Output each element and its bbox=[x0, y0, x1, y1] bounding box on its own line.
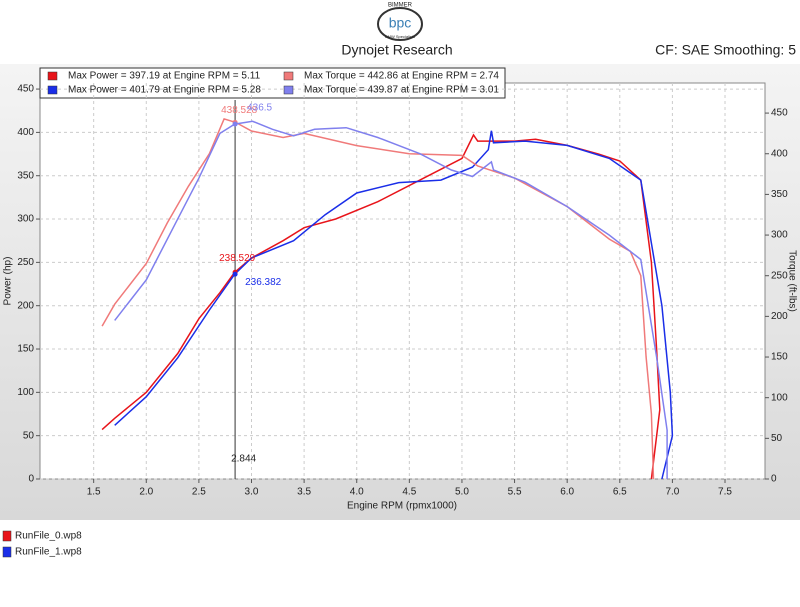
run-swatch bbox=[2, 530, 12, 542]
y-tick-label: 0 bbox=[28, 474, 34, 485]
x-tick-label: 7.0 bbox=[665, 487, 679, 498]
legend-swatch bbox=[47, 71, 58, 81]
annotation-label: 236.382 bbox=[245, 277, 282, 288]
y2-tick-label: 50 bbox=[771, 433, 783, 444]
y-tick-label: 450 bbox=[17, 84, 34, 95]
annotation-label: 436.5 bbox=[247, 103, 272, 114]
legend bbox=[39, 67, 506, 99]
legend-label: Max Power = 397.19 at Engine RPM = 5.11 bbox=[68, 71, 261, 82]
annotation-point bbox=[232, 271, 238, 277]
y2-tick-label: 350 bbox=[771, 189, 788, 200]
y-tick-label: 350 bbox=[17, 170, 34, 181]
chart-title: Dynojet Research bbox=[341, 42, 452, 58]
settings: CF: SAE Smoothing: 5 bbox=[655, 42, 796, 58]
x-tick-label: 5.5 bbox=[508, 487, 522, 498]
y2-axis-label: Torque (ft-lbs) bbox=[786, 250, 797, 312]
x-axis-label: Engine RPM (rpmx1000) bbox=[347, 501, 457, 512]
x-tick-label: 1.5 bbox=[87, 487, 101, 498]
x-tick-label: 6.0 bbox=[560, 487, 574, 498]
y-tick-label: 300 bbox=[17, 214, 34, 225]
y-axis-label: Power (hp) bbox=[3, 257, 14, 306]
logo-tagline: BMW Specialists bbox=[385, 34, 415, 39]
y2-tick-label: 450 bbox=[771, 108, 788, 119]
legend-label: Max Torque = 439.87 at Engine RPM = 3.01 bbox=[304, 85, 499, 96]
run-label: RunFile_0.wp8 bbox=[15, 531, 82, 542]
legend-label: Max Power = 401.79 at Engine RPM = 5.28 bbox=[68, 85, 261, 96]
x-tick-label: 2.5 bbox=[192, 487, 206, 498]
y2-tick-label: 150 bbox=[771, 352, 788, 363]
x-tick-label: 4.0 bbox=[350, 487, 364, 498]
y2-tick-label: 100 bbox=[771, 392, 788, 403]
legend-label: Max Torque = 442.86 at Engine RPM = 2.74 bbox=[304, 71, 499, 82]
y-tick-label: 50 bbox=[23, 430, 35, 441]
y-tick-label: 400 bbox=[17, 127, 34, 138]
line bbox=[114, 130, 674, 480]
line bbox=[114, 120, 668, 479]
y2-tick-label: 250 bbox=[771, 270, 788, 281]
annotation-point bbox=[232, 121, 238, 127]
logo-text: bpc bbox=[389, 15, 412, 31]
y-tick-label: 250 bbox=[17, 257, 34, 268]
x-tick-label: 5.0 bbox=[455, 487, 469, 498]
x-tick-label: 2.0 bbox=[139, 487, 153, 498]
legend-swatch bbox=[47, 85, 58, 95]
legend-swatch bbox=[283, 71, 294, 81]
logo-brand: BIMMER bbox=[388, 3, 413, 9]
y2-tick-label: 300 bbox=[771, 230, 788, 241]
legend-swatch bbox=[283, 85, 294, 95]
run-swatch bbox=[2, 546, 12, 558]
y2-tick-label: 200 bbox=[771, 311, 788, 322]
cursor-label: 2.844 bbox=[231, 454, 256, 465]
x-tick-label: 3.0 bbox=[245, 487, 259, 498]
x-tick-label: 3.5 bbox=[297, 487, 311, 498]
line bbox=[101, 117, 655, 480]
logo bbox=[377, 7, 423, 41]
y2-tick-label: 0 bbox=[771, 474, 777, 485]
y-tick-label: 150 bbox=[17, 344, 34, 355]
y-tick-label: 100 bbox=[17, 387, 34, 398]
y2-tick-label: 400 bbox=[771, 148, 788, 159]
annotation-label: 438.528 bbox=[221, 105, 258, 116]
y-tick-label: 200 bbox=[17, 300, 34, 311]
x-tick-label: 4.5 bbox=[402, 487, 416, 498]
plot-area bbox=[39, 82, 766, 480]
x-tick-label: 6.5 bbox=[613, 487, 627, 498]
x-tick-label: 7.5 bbox=[718, 487, 732, 498]
run-label: RunFile_1.wp8 bbox=[15, 547, 82, 558]
annotation-label: 238.529 bbox=[219, 253, 256, 264]
